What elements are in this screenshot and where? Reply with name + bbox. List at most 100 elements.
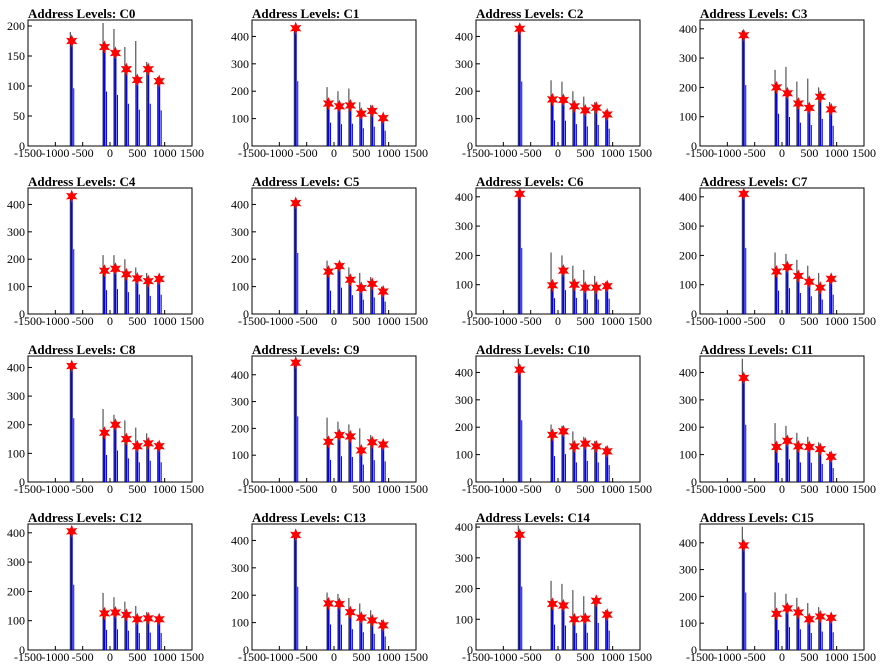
peak-marker — [344, 98, 357, 113]
peak-marker — [590, 281, 602, 295]
plot-frame — [27, 19, 193, 147]
x-tick-label: 500 — [128, 146, 146, 160]
peak-marker — [153, 439, 165, 453]
x-tick-label: 1000 — [825, 146, 849, 160]
y-tick-label: 300 — [7, 389, 25, 403]
x-tick-label: 500 — [576, 650, 594, 664]
x-tick-label: 500 — [352, 482, 370, 496]
peak-marker — [803, 612, 816, 626]
x-tick-label: 500 — [800, 314, 818, 328]
peak-marker — [377, 284, 389, 299]
y-tick-label: 100 — [679, 448, 697, 462]
panel-title: Address Levels: C11 — [700, 342, 814, 357]
histogram-plot: 0 100 200 300 400 -1500 -1000 -500 0 500 1000 1500 — [231, 523, 428, 664]
panel-title: Address Levels: C14 — [476, 510, 590, 525]
plot-frame — [27, 187, 193, 315]
plot-frame — [699, 355, 865, 483]
x-tick-label: -1000 — [41, 482, 69, 496]
x-tick-label: 500 — [800, 146, 818, 160]
peak-marker — [514, 22, 526, 36]
y-tick-label: 300 — [679, 51, 697, 65]
y-tick-label: 100 — [7, 280, 25, 294]
histogram-panel-c3: Address Levels: C3 0 100 200 300 400 -1500 -100… — [672, 0, 896, 168]
histogram-plot: 0 50 100 150 200 -1500 -1000 -500 0 500 1000 1500 — [7, 19, 204, 160]
y-tick-label: 0 — [243, 307, 249, 321]
histogram-plot: 0 100 200 300 400 -1500 -1000 -500 0 500 1000 1500 — [455, 19, 652, 160]
peak-marker — [568, 612, 581, 626]
peak-marker — [109, 262, 122, 276]
peak-marker — [781, 601, 794, 616]
plot-frame — [27, 355, 193, 483]
x-tick-label: 1000 — [153, 650, 177, 664]
x-tick-label: -1500 — [238, 650, 266, 664]
x-tick-label: 1000 — [601, 314, 625, 328]
peak-marker — [290, 356, 302, 370]
peak-marker — [601, 444, 613, 458]
peak-marker — [546, 92, 559, 107]
x-tick-label: 0 — [555, 314, 561, 328]
peak-marker — [590, 594, 602, 608]
y-tick-label: 100 — [231, 616, 249, 630]
y-tick-label: 0 — [691, 643, 697, 657]
peak-marker — [322, 435, 335, 449]
plot-frame — [699, 19, 865, 147]
x-tick-label: -1500 — [14, 146, 42, 160]
x-tick-label: -1000 — [265, 146, 293, 160]
histogram-plot: 0 100 200 300 400 -1500 -1000 -500 0 500 1000 1500 — [7, 355, 204, 496]
y-tick-label: 200 — [455, 84, 473, 98]
histogram-panel-c14: Address Levels: C14 0 100 200 300 400 -1500 -10… — [448, 504, 672, 672]
peak-marker — [579, 281, 592, 295]
peak-marker — [557, 598, 570, 613]
peak-marker — [120, 267, 133, 281]
x-tick-label: -1500 — [238, 314, 266, 328]
x-tick-label: -1500 — [238, 482, 266, 496]
x-tick-label: 500 — [352, 650, 370, 664]
peak-marker — [98, 40, 111, 54]
x-tick-label: -1000 — [489, 482, 517, 496]
y-tick-label: 400 — [7, 360, 25, 374]
panel-title: Address Levels: C4 — [28, 174, 136, 189]
x-tick-label: 500 — [800, 650, 818, 664]
peak-marker — [377, 437, 389, 452]
x-tick-label: 0 — [107, 650, 113, 664]
y-tick-label: 300 — [7, 555, 25, 569]
peak-marker — [153, 612, 165, 626]
peak-marker — [66, 189, 78, 203]
y-tick-label: 100 — [231, 112, 249, 126]
x-tick-label: 1500 — [180, 650, 204, 664]
x-tick-label: 1000 — [601, 146, 625, 160]
y-tick-label: 0 — [19, 643, 25, 657]
peak-marker — [131, 271, 144, 285]
x-tick-label: -500 — [72, 650, 94, 664]
peak-marker — [131, 73, 144, 87]
peak-marker — [792, 269, 805, 283]
peak-marker — [366, 613, 378, 627]
histogram-plot: 0 100 200 300 400 -1500 -1000 -500 0 500 1000 1500 — [455, 355, 652, 496]
y-tick-label: 200 — [455, 420, 473, 434]
y-tick-label: 0 — [19, 307, 25, 321]
histogram-panel-c12: Address Levels: C12 0 100 200 300 400 -1500 -10… — [0, 504, 224, 672]
panel-title: Address Levels: C3 — [700, 6, 808, 21]
peak-marker — [590, 101, 602, 115]
y-tick-label: 300 — [7, 225, 25, 239]
peak-marker — [355, 611, 368, 625]
peak-marker — [98, 264, 111, 278]
plot-frame — [27, 523, 193, 651]
peak-marker — [131, 612, 144, 626]
x-tick-label: -1500 — [686, 146, 714, 160]
x-tick-label: -1000 — [489, 314, 517, 328]
y-tick-label: 0 — [691, 307, 697, 321]
peak-marker — [738, 538, 750, 553]
y-tick-label: 300 — [679, 219, 697, 233]
y-tick-label: 400 — [455, 190, 473, 204]
y-tick-label: 0 — [243, 475, 249, 489]
y-tick-label: 400 — [455, 29, 473, 43]
peak-marker — [568, 439, 581, 453]
y-tick-label: 400 — [7, 526, 25, 540]
peak-marker — [792, 605, 805, 620]
y-tick-label: 100 — [455, 448, 473, 462]
y-tick-label: 300 — [231, 225, 249, 239]
x-tick-label: -500 — [520, 482, 542, 496]
peak-marker — [601, 107, 613, 122]
